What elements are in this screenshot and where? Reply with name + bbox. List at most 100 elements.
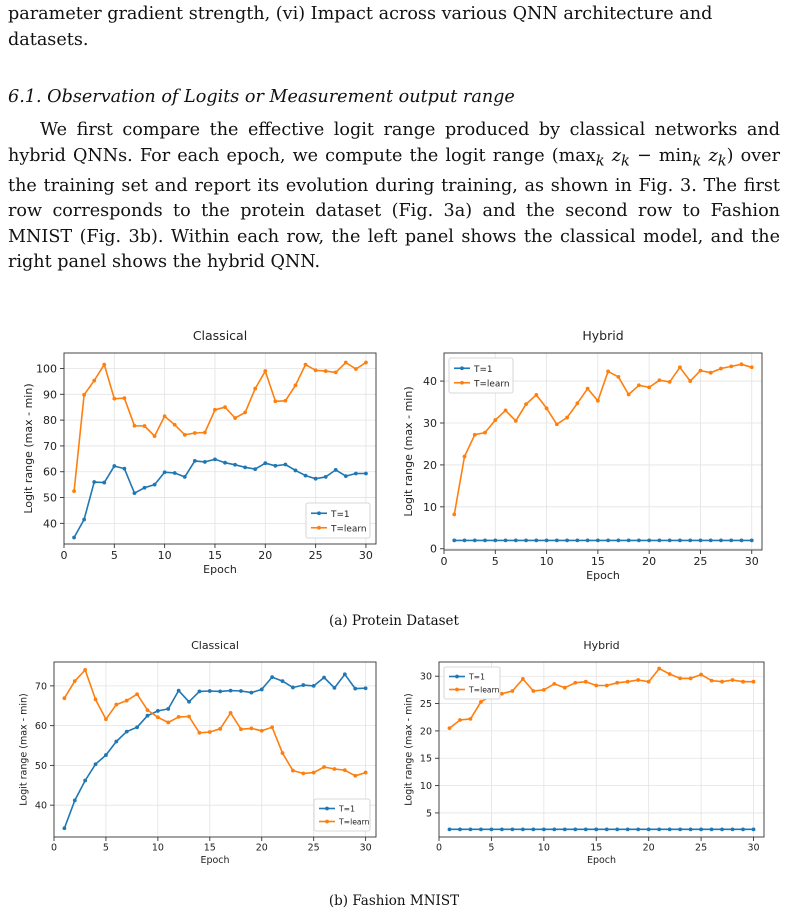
body-text-part-3: ) over the training set and report its e… bbox=[8, 145, 780, 273]
data-point bbox=[741, 679, 745, 684]
data-point bbox=[503, 408, 508, 413]
data-point bbox=[218, 689, 223, 694]
data-point bbox=[313, 368, 318, 373]
data-point bbox=[585, 386, 590, 391]
y-tick-label: 25 bbox=[420, 699, 432, 710]
data-point bbox=[749, 365, 754, 370]
y-tick-label: 10 bbox=[423, 501, 437, 514]
data-point bbox=[72, 489, 76, 493]
data-point bbox=[541, 687, 546, 692]
data-point bbox=[678, 827, 683, 832]
x-tick-label: 25 bbox=[695, 843, 707, 854]
x-tick-label: 15 bbox=[208, 549, 222, 562]
data-point bbox=[243, 410, 248, 415]
data-point bbox=[82, 517, 87, 522]
x-tick-label: 30 bbox=[747, 843, 759, 854]
data-point bbox=[657, 378, 662, 383]
data-point bbox=[720, 679, 724, 684]
data-point bbox=[606, 369, 611, 374]
intro-paragraph: parameter gradient strength, (vi) Impact… bbox=[8, 2, 780, 53]
data-point bbox=[303, 473, 308, 478]
data-point bbox=[636, 678, 641, 682]
legend-marker bbox=[317, 525, 321, 530]
data-point bbox=[489, 827, 494, 832]
data-point bbox=[176, 688, 181, 693]
data-point bbox=[353, 686, 358, 691]
data-point bbox=[259, 687, 264, 692]
data-point bbox=[647, 538, 652, 543]
data-point bbox=[291, 685, 295, 690]
chart-protein-hybrid: 0 5 10 15 20 25 30 0 10 20 30 40 Hybrid Epoch Logit ra… bbox=[394, 320, 788, 590]
data-point bbox=[192, 458, 197, 463]
data-point bbox=[468, 716, 473, 721]
data-point bbox=[152, 482, 157, 487]
data-point bbox=[172, 422, 177, 427]
data-point bbox=[458, 827, 462, 832]
y-axis-label: Logit range (max - min) bbox=[402, 386, 415, 516]
chart-title: Classical bbox=[191, 639, 239, 652]
data-point bbox=[145, 708, 150, 713]
data-point bbox=[187, 714, 191, 719]
data-point bbox=[93, 697, 98, 702]
data-point bbox=[698, 368, 703, 373]
data-point bbox=[124, 729, 129, 734]
data-point bbox=[678, 676, 683, 681]
legend-box bbox=[448, 357, 514, 394]
data-point bbox=[233, 462, 237, 467]
data-point bbox=[353, 367, 358, 371]
plot-frame bbox=[443, 352, 763, 551]
data-point bbox=[615, 827, 620, 832]
math-variable: z bbox=[604, 145, 621, 166]
data-point bbox=[626, 538, 631, 543]
data-point bbox=[122, 396, 127, 401]
data-point bbox=[688, 379, 693, 383]
series-line-t1 bbox=[63, 673, 366, 829]
data-point bbox=[594, 827, 599, 832]
data-point bbox=[594, 683, 599, 688]
y-tick-label: 20 bbox=[420, 726, 432, 737]
data-point bbox=[730, 827, 735, 832]
data-point bbox=[301, 771, 306, 776]
data-point bbox=[72, 535, 76, 540]
x-tick-label: 0 bbox=[61, 549, 68, 562]
math-subscript: k bbox=[717, 152, 727, 170]
data-point bbox=[699, 827, 703, 832]
data-point bbox=[616, 538, 621, 543]
data-point bbox=[503, 538, 508, 543]
data-point bbox=[646, 679, 651, 684]
data-point bbox=[333, 468, 338, 472]
data-point bbox=[615, 680, 620, 685]
legend-label: T=learn bbox=[330, 524, 366, 534]
data-point bbox=[62, 826, 67, 831]
data-point bbox=[301, 683, 306, 687]
data-point bbox=[135, 725, 139, 730]
section-heading: 6.1. Observation of Logits or Measuremen… bbox=[8, 85, 780, 111]
data-point bbox=[583, 827, 588, 832]
data-point bbox=[667, 538, 672, 543]
data-point bbox=[273, 463, 278, 468]
data-point bbox=[709, 827, 714, 832]
x-tick-label: 15 bbox=[591, 555, 605, 568]
data-point bbox=[213, 457, 217, 462]
data-point bbox=[102, 362, 107, 367]
data-point bbox=[552, 681, 557, 686]
data-point bbox=[197, 689, 202, 694]
data-point bbox=[513, 419, 518, 423]
data-point bbox=[472, 432, 477, 437]
data-point bbox=[239, 727, 243, 732]
data-point bbox=[82, 392, 87, 397]
data-point bbox=[239, 689, 243, 693]
data-point bbox=[483, 430, 487, 435]
x-tick-label: 25 bbox=[309, 549, 323, 562]
y-tick-label: 0 bbox=[430, 543, 437, 556]
data-point bbox=[524, 402, 528, 407]
data-point bbox=[524, 538, 528, 543]
data-point bbox=[520, 827, 525, 832]
data-point bbox=[698, 538, 703, 543]
legend-label: T=1 bbox=[338, 805, 355, 814]
data-point bbox=[709, 678, 714, 683]
data-point bbox=[646, 827, 651, 832]
data-point bbox=[114, 702, 119, 707]
x-tick-label: 10 bbox=[540, 555, 554, 568]
data-point bbox=[541, 827, 546, 832]
